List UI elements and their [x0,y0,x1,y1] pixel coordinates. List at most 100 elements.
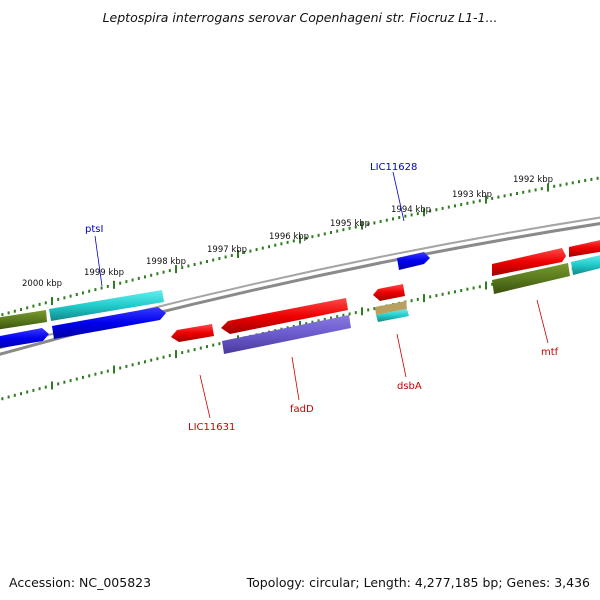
ruler-outer-minor-tick [44,301,47,305]
ruler-outer-major-tick [175,265,177,274]
ruler-label-2000: 2000 kbp [22,279,62,289]
pointer-dsbA [396,333,407,378]
gene-label-ptsI: ptsI [85,224,103,235]
ruler-outer-minor-tick [100,286,103,290]
pointer-LIC11628 [392,171,405,222]
feature-red-mtf-a [492,248,566,276]
feature-red-dsbA [373,284,405,301]
ruler-outer-minor-tick [57,297,60,301]
ruler-outer-minor-tick [373,221,376,225]
ruler-outer-minor-tick [75,293,78,296]
ruler-outer-track [1,176,599,317]
ruler-inner-minor-tick [193,348,196,352]
ruler-outer-minor-tick [429,209,432,213]
ruler-outer-minor-tick [150,273,153,277]
ruler-inner-minor-tick [7,395,10,399]
ruler-inner-minor-tick [63,380,66,384]
ruler-outer-major-tick [299,235,301,244]
gene-label-mtf: mtf [541,347,559,358]
ruler-outer-minor-tick [590,177,593,181]
ruler-inner-minor-tick [106,369,109,373]
ruler-inner-minor-tick [26,390,29,394]
ruler-inner-minor-tick [69,379,72,383]
ruler-outer-minor-tick [1,313,4,317]
ruler-inner-minor-tick [32,388,35,392]
ruler-outer-major-tick [547,183,549,192]
feature-cyan-ptsI [49,290,164,321]
ruler-inner-minor-tick [82,375,84,379]
ruler-label-1999: 1999 kbp [84,268,124,278]
ruler-inner-minor-tick [323,317,326,321]
ruler-inner-minor-tick [168,354,171,358]
ruler-outer-minor-tick [336,229,339,233]
ruler-inner-minor-tick [75,377,78,381]
ruler-outer-minor-tick [497,195,500,199]
ruler-outer-major-tick [237,250,239,258]
ruler-inner-minor-tick [206,345,208,349]
ruler-outer-minor-tick [398,216,401,219]
ruler-inner-minor-tick [447,291,450,295]
ruler-outer-minor-tick [478,199,481,203]
ruler-outer-major-tick [423,208,425,217]
feature-blue-ptsI [52,307,166,339]
ruler-inner-minor-tick [119,366,122,370]
ruler-outer-minor-tick [106,284,109,288]
accession-text: Accession: NC_005823 [9,575,152,590]
ruler-outer-major-tick [361,221,363,230]
ruler-outer-minor-tick [280,242,283,246]
ruler-outer-minor-tick [565,182,568,186]
ruler-outer-minor-tick [199,261,202,265]
ruler-inner-minor-tick [491,282,494,286]
ruler-inner-minor-tick [156,357,159,361]
ruler-inner-minor-tick [454,290,456,294]
ruler-outer-minor-tick [404,214,407,218]
ruler-inner-minor-tick [20,392,22,396]
ruler-outer-minor-tick [63,296,66,300]
ruler-outer-minor-tick [354,225,357,229]
ruler-inner-minor-tick [144,360,146,364]
ruler-outer-minor-tick [218,257,221,260]
ruler-inner-minor-tick [125,364,128,368]
feature-red-right [569,240,600,257]
ruler-outer-minor-tick [491,196,494,200]
ruler-outer-minor-tick [305,236,308,240]
feature-cyan-right [571,255,600,275]
ruler-inner-minor-tick [212,343,215,347]
ruler-outer-minor-tick [268,245,270,249]
ruler-outer-minor-tick [187,264,190,268]
ruler-inner-minor-tick [199,346,202,350]
ruler-outer-minor-tick [472,200,475,204]
ruler-outer-minor-tick [540,187,543,191]
feature-blue-left [0,328,49,349]
ruler-outer-minor-tick [94,288,97,292]
ruler-inner-minor-tick [100,371,103,375]
ruler-inner-minor-tick [162,355,165,359]
ruler-outer-minor-tick [379,220,382,223]
ruler-inner-minor-tick [181,351,184,355]
ruler-outer-minor-tick [7,311,10,315]
ruler-inner-minor-tick [336,315,339,319]
ruler-inner-minor-tick [150,358,153,362]
ruler-inner-minor-tick [348,312,351,316]
ruler-outer-minor-tick [367,222,370,226]
ruler-outer-minor-tick [522,190,525,194]
ruler-outer-minor-tick [286,240,289,244]
ruler-outer-minor-tick [168,269,171,273]
gene-label-fadD: fadD [290,404,314,415]
ruler-outer-minor-tick [342,228,345,232]
ruler-outer-minor-tick [311,235,314,239]
ruler-outer-minor-tick [193,263,196,266]
ruler-inner-minor-tick [429,295,432,299]
ruler-outer-minor-tick [441,206,444,210]
ruler-outer-minor-tick [137,276,140,280]
feature-tan-dsbA [375,301,407,315]
topology-summary: Topology: circular; Length: 4,277,185 bp… [246,575,590,590]
ruler-inner-minor-tick [354,311,357,315]
ruler-outer-minor-tick [230,254,233,257]
ruler-inner-minor-tick [472,286,475,290]
ruler-outer-minor-tick [82,291,84,295]
ruler-outer-minor-tick [435,208,438,212]
ruler-inner-minor-tick [367,308,370,312]
ruler-outer-minor-tick [596,176,599,180]
ruler-outer-minor-tick [553,184,556,188]
